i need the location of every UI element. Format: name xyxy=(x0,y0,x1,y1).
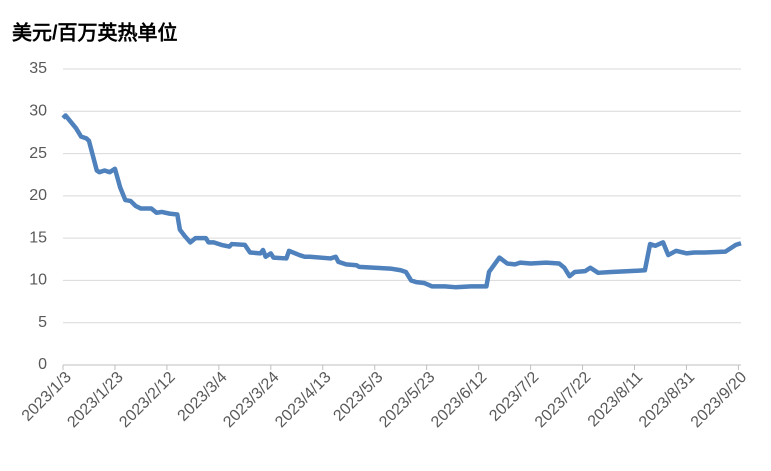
y-tick-label: 20 xyxy=(29,187,47,204)
x-tick-label: 2023/7/22 xyxy=(532,369,594,431)
y-tick-label: 35 xyxy=(29,60,47,77)
data-line xyxy=(61,113,742,290)
y-tick-label: 15 xyxy=(29,229,47,246)
x-tick-label: 2023/4/13 xyxy=(272,369,334,431)
x-tick-label: 2023/5/23 xyxy=(376,369,438,431)
y-tick-label: 0 xyxy=(38,356,47,373)
y-tick-label: 10 xyxy=(29,272,47,289)
x-tick-label: 2023/6/12 xyxy=(428,369,490,431)
x-tick-label: 2023/9/20 xyxy=(688,369,750,431)
x-tick-label: 2023/1/23 xyxy=(64,369,126,431)
x-tick-label: 2023/2/12 xyxy=(116,369,178,431)
y-tick-label: 5 xyxy=(38,314,47,331)
x-tick-label: 2023/3/24 xyxy=(220,369,282,431)
y-tick-label: 25 xyxy=(29,145,47,162)
chart-title: 美元/百万英热单位 xyxy=(12,20,178,44)
y-tick-label: 30 xyxy=(29,103,47,120)
x-tick-label: 2023/8/31 xyxy=(636,369,698,431)
